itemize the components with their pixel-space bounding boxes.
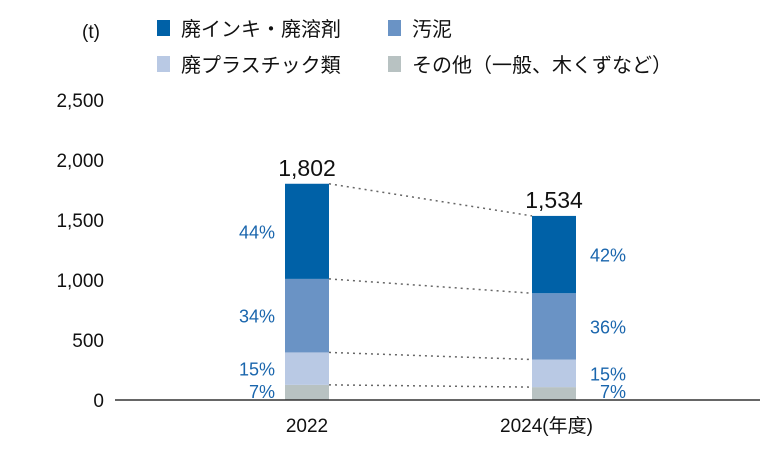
legend-label: 汚泥: [412, 18, 452, 41]
y-tick-label: 500: [72, 331, 104, 352]
total-label: 1,802: [278, 155, 336, 181]
y-tick-label: 1,000: [56, 271, 104, 292]
connector-line: [328, 384, 533, 388]
legend-label: その他（一般、木くずなど）: [412, 54, 672, 77]
connector-line: [328, 351, 533, 361]
percent-label: 44%: [239, 222, 275, 242]
unit-label: (t): [82, 22, 100, 43]
x-tick-label: 2024(年度): [500, 415, 593, 437]
percent-label: 34%: [239, 307, 275, 327]
legend-swatch: [388, 20, 401, 36]
percent-label: 36%: [590, 317, 626, 337]
bar-segment: [285, 384, 329, 400]
percent-label: 42%: [590, 246, 626, 266]
connector-line: [328, 183, 533, 217]
y-axis: 0 500 1,000 1,500 2,000 2,500: [56, 91, 104, 412]
y-tick-label: 2,000: [56, 151, 104, 172]
legend-label: 廃プラスチック類: [181, 54, 341, 77]
x-tick-label: 2022: [286, 416, 328, 437]
y-tick-label: 1,500: [56, 211, 104, 232]
bar-segment: [532, 293, 576, 360]
bar-segment: [285, 278, 329, 353]
connector-lines: [328, 183, 533, 388]
y-tick-label: 2,500: [56, 91, 104, 112]
legend-swatch: [388, 56, 401, 72]
legend-swatch: [157, 20, 170, 36]
percent-label: 15%: [590, 364, 626, 384]
legend-label: 廃インキ・廃溶剤: [181, 18, 341, 41]
percent-label: 7%: [600, 382, 626, 402]
bar-segment: [532, 359, 576, 388]
connector-line: [328, 278, 533, 294]
legend-swatch: [157, 56, 170, 72]
x-axis: 2022 2024(年度): [286, 415, 593, 437]
total-label: 1,534: [525, 187, 583, 213]
percent-label: 15%: [239, 360, 275, 380]
bar-segment: [285, 352, 329, 385]
percent-label: 7%: [249, 382, 275, 402]
bar-segment: [532, 387, 576, 400]
y-tick-label: 0: [93, 391, 104, 412]
bar-segment: [532, 215, 576, 294]
bar-segment: [285, 183, 329, 279]
